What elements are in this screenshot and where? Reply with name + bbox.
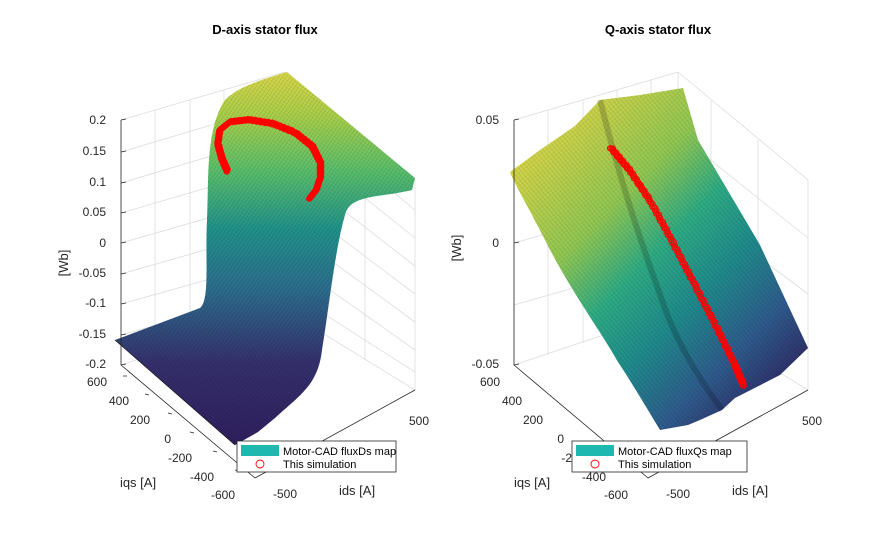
d-legend-sim-marker [255,459,265,469]
simulation-point [682,261,689,268]
d-legend-entry-sim: This simulation [283,459,356,471]
q-axis-x-ticks: -500 500 [666,414,822,501]
q-legend-surface-swatch [576,445,614,456]
q-legend-entry-surface: Motor-CAD fluxQs map [618,446,732,458]
d-z-tick-7: -0.15 [79,327,107,341]
simulation-point [686,268,693,275]
simulation-point [652,204,659,211]
q-axis-z-ticks: 0.05 0 -0.05 [472,113,520,371]
q-y-tick-2: 200 [523,413,543,427]
q-legend-sim-marker [590,459,600,469]
q-y-tick-4: -2 [561,451,572,465]
simulation-point [667,233,674,240]
simulation-point [659,219,667,226]
d-y-tick-2: 200 [130,413,150,427]
q-axis-legend: Motor-CAD fluxQs map This simulation [571,440,748,473]
q-axis-simulation-path [606,145,747,389]
simulation-point [307,194,314,201]
d-y-tick-1: 400 [109,394,129,408]
q-x-tick-1: 500 [802,414,822,428]
d-z-tick-1: 0.15 [83,144,107,158]
q-y-tick-0: 600 [480,375,500,389]
simulation-point [656,211,663,219]
q-axis-surface [510,88,808,430]
simulation-point [306,195,313,202]
simulation-point [670,238,677,246]
d-x-tick-0: -500 [273,487,297,501]
d-axis-simulation-path [214,116,325,202]
d-z-tick-4: 0 [99,236,106,250]
d-y-tick-6: -600 [211,488,235,502]
simulation-point [740,382,747,389]
d-y-tick-5: -400 [190,470,214,484]
d-axis-title: D-axis stator flux [212,22,318,37]
d-y-tick-0: 600 [87,375,107,389]
q-z-tick-0: 0.05 [476,113,500,127]
d-axis-z-ticks: 0.2 0.15 0.1 0.05 0 -0.05 -0.1 -0.15 -0.… [79,113,127,371]
d-legend-surface-swatch [241,445,279,456]
simulation-point [700,296,707,304]
q-y-tick-5: -400 [582,470,606,484]
q-y-tick-6: -600 [604,488,628,502]
d-axis-z-label: [Wb] [56,250,71,277]
d-z-tick-3: 0.05 [83,205,107,219]
q-axis-panel: Q-axis stator flux 0.05 0 [449,22,822,502]
q-legend-entry-sim: This simulation [618,459,691,471]
d-z-tick-6: -0.1 [85,296,106,310]
q-axis-x-label: ids [A] [732,483,768,498]
d-axis-surface [114,72,415,446]
q-z-tick-2: -0.05 [472,357,500,371]
d-axis-x-ticks: -500 500 [273,414,429,501]
q-z-tick-1: 0 [492,236,499,250]
d-y-tick-4: -200 [168,451,192,465]
q-y-tick-1: 400 [502,394,522,408]
d-z-tick-0: 0.2 [89,113,106,127]
d-z-tick-8: -0.2 [85,357,106,371]
q-axis-z-label: [Wb] [449,235,464,262]
simulation-point [663,226,670,233]
q-y-tick-3: 0 [557,432,564,446]
simulation-point [692,282,700,289]
q-axis-title: Q-axis stator flux [605,22,712,37]
simulation-point [678,253,685,260]
simulation-point [674,246,681,253]
d-axis-legend: Motor-CAD fluxDs map This simulation [236,440,397,473]
d-axis-y-ticks: 600 400 200 0 -200 -400 -600 [87,375,240,502]
simulation-point [708,311,715,318]
simulation-point [696,289,703,296]
d-z-tick-2: 0.1 [89,175,106,189]
simulation-point [704,304,711,311]
d-y-tick-3: 0 [164,432,171,446]
d-legend-entry-surface: Motor-CAD fluxDs map [283,446,396,458]
d-axis-x-label: ids [A] [339,483,375,498]
q-axis-y-ticks: 600 400 200 0 -2 -400 -600 [480,375,628,502]
d-x-tick-1: 500 [409,414,429,428]
q-axis-y-label: iqs [A] [514,475,550,490]
d-axis-y-label: iqs [A] [120,475,156,490]
d-axis-panel: D-axis stator flux [56,22,429,502]
d-z-tick-5: -0.05 [79,266,107,280]
q-x-tick-0: -500 [666,487,690,501]
